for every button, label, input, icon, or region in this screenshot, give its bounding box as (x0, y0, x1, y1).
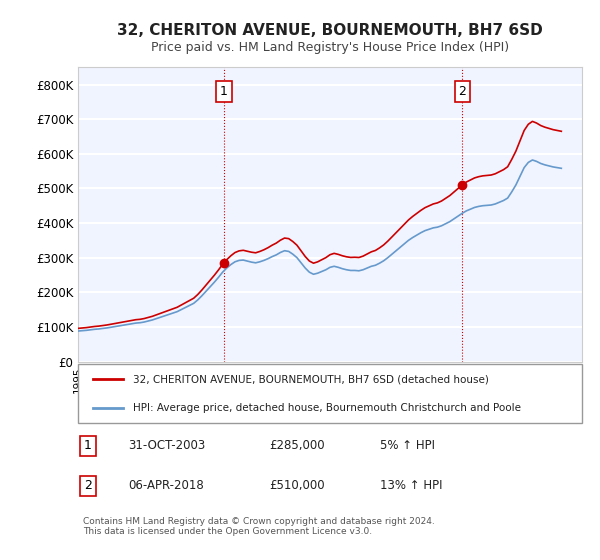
FancyBboxPatch shape (78, 364, 582, 423)
Text: 06-APR-2018: 06-APR-2018 (128, 479, 204, 492)
Text: 1: 1 (220, 85, 228, 98)
Text: 2: 2 (84, 479, 92, 492)
Text: 13% ↑ HPI: 13% ↑ HPI (380, 479, 443, 492)
Text: HPI: Average price, detached house, Bournemouth Christchurch and Poole: HPI: Average price, detached house, Bour… (133, 403, 521, 413)
Text: Price paid vs. HM Land Registry's House Price Index (HPI): Price paid vs. HM Land Registry's House … (151, 41, 509, 54)
Text: 32, CHERITON AVENUE, BOURNEMOUTH, BH7 6SD: 32, CHERITON AVENUE, BOURNEMOUTH, BH7 6S… (117, 24, 543, 38)
Text: 2: 2 (458, 85, 466, 98)
Text: £285,000: £285,000 (269, 439, 325, 452)
Text: 32, CHERITON AVENUE, BOURNEMOUTH, BH7 6SD (detached house): 32, CHERITON AVENUE, BOURNEMOUTH, BH7 6S… (133, 375, 490, 385)
Text: Contains HM Land Registry data © Crown copyright and database right 2024.
This d: Contains HM Land Registry data © Crown c… (83, 517, 435, 536)
Text: 1: 1 (84, 439, 92, 452)
Text: £510,000: £510,000 (269, 479, 325, 492)
Text: 5% ↑ HPI: 5% ↑ HPI (380, 439, 436, 452)
Text: 31-OCT-2003: 31-OCT-2003 (128, 439, 206, 452)
